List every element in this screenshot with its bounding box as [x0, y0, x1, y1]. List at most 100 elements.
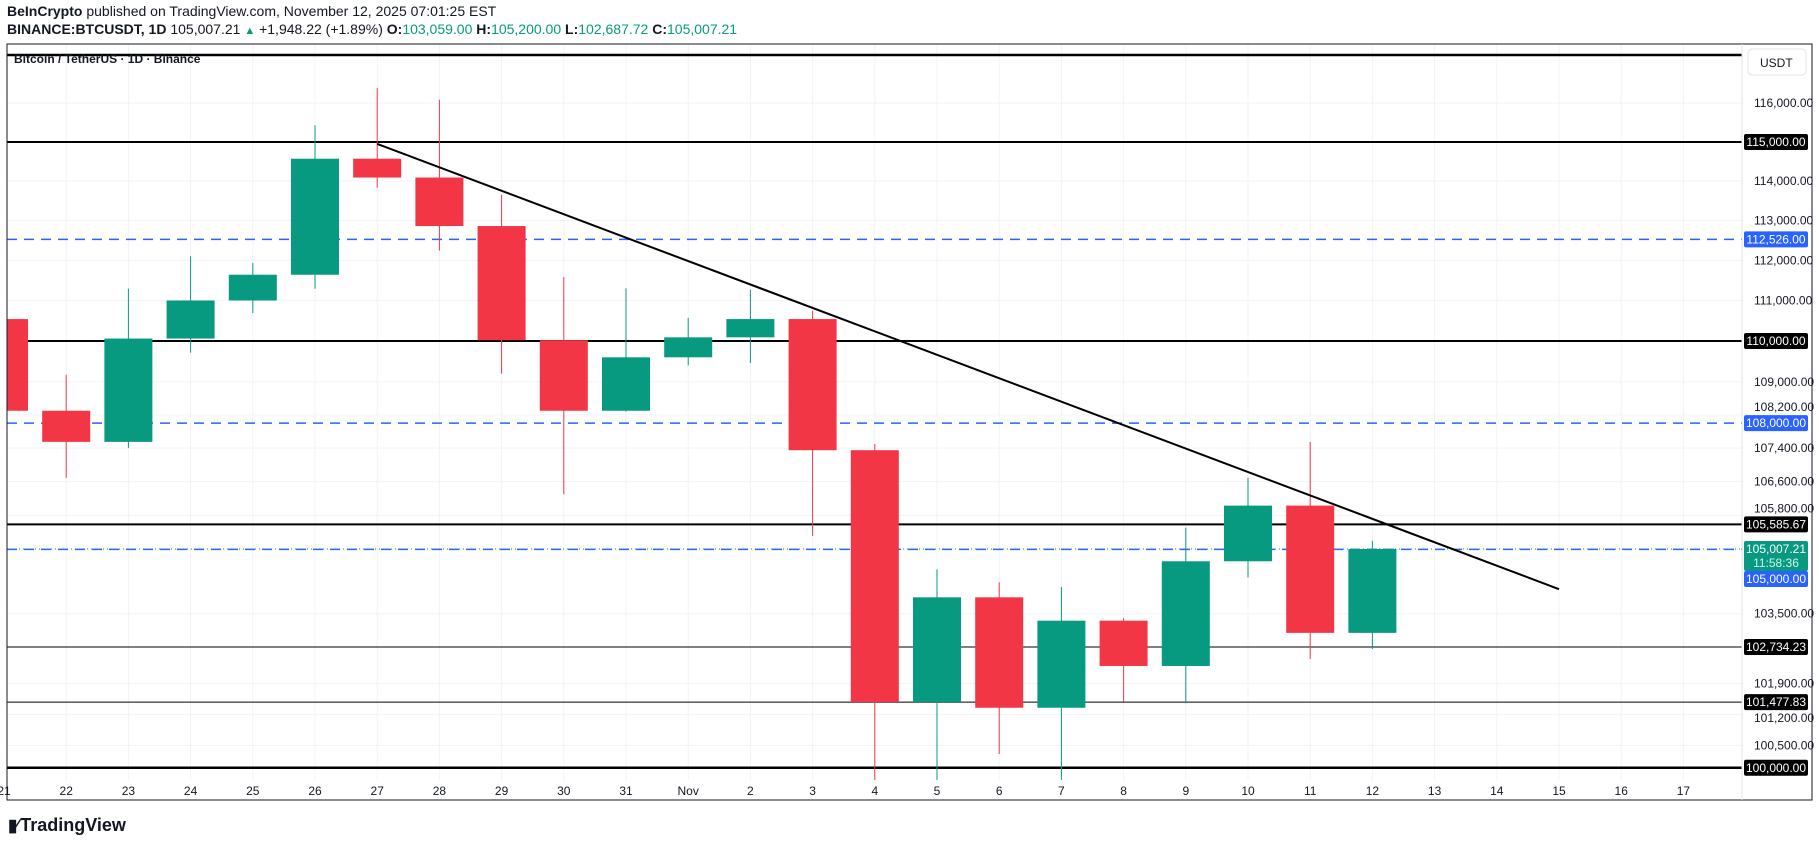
trendline — [376, 142, 1560, 591]
footer-brand: TradingView — [20, 815, 126, 835]
y-tick-label: 107,400.00 — [1754, 441, 1814, 455]
level-price-label: 102,734.23 — [1746, 640, 1806, 654]
level-price-badge — [1744, 333, 1808, 349]
high-label: H: — [476, 21, 492, 37]
bar-countdown: 11:58:36 — [1753, 556, 1799, 570]
symbol-legend: BINANCE:BTCUSDT, 1D 105,007.21 ▲ +1,948.… — [7, 21, 737, 37]
y-tick-label: 100,500.00 — [1754, 738, 1814, 752]
last-price: 105,007.21 — [170, 21, 241, 37]
level-price-label: 101,477.83 — [1746, 695, 1806, 709]
level-price-label: 112,526.00 — [1746, 232, 1805, 246]
candle-body — [415, 177, 464, 227]
current-price-label: 105,007.21 — [1746, 542, 1806, 556]
x-tick-label: 9 — [1182, 784, 1189, 798]
level-price-label: 115,000.00 — [1746, 135, 1805, 149]
candle-body — [1037, 620, 1086, 708]
level-price-label: 108,000.00 — [1746, 416, 1806, 430]
candle-body — [7, 319, 28, 411]
y-tick-label: 114,000.00 — [1754, 174, 1813, 188]
candle-body — [104, 338, 153, 442]
y-tick-label: 113,000.00 — [1754, 214, 1813, 228]
x-tick-label: 30 — [557, 784, 571, 798]
candle-body — [1161, 561, 1210, 666]
candle-body — [228, 274, 277, 301]
high-value: 105,200.00 — [491, 21, 562, 37]
open-value: 103,059.00 — [402, 21, 473, 37]
level-price-badge — [1744, 759, 1808, 776]
candle-body — [42, 410, 91, 442]
y-tick-label: 106,600.00 — [1754, 475, 1814, 489]
publisher: BeInCrypto — [7, 3, 83, 19]
candle-body — [850, 450, 899, 703]
candle-body — [664, 337, 713, 358]
candle-body — [1286, 505, 1335, 633]
x-tick-label: 8 — [1120, 784, 1127, 798]
currency-label: USDT — [1760, 56, 1793, 70]
y-tick-label: 108,200.00 — [1754, 400, 1814, 414]
level-price-badge — [1744, 415, 1808, 432]
x-tick-label: 27 — [371, 784, 385, 798]
x-tick-label: 31 — [619, 784, 633, 798]
x-tick-label: 7 — [1058, 784, 1065, 798]
up-triangle-icon: ▲ — [244, 25, 256, 37]
candle-body — [166, 300, 215, 339]
low-label: L: — [565, 21, 579, 37]
candle-body — [477, 226, 526, 341]
candle-body — [1224, 505, 1272, 562]
current-price-badge — [1744, 541, 1808, 572]
y-tick-label: 101,200.00 — [1754, 711, 1814, 725]
candle-body — [291, 158, 339, 275]
level-price-badge — [1744, 516, 1808, 533]
x-tick-label: 10 — [1241, 784, 1255, 798]
x-tick-label: 5 — [934, 784, 941, 798]
level-price-badge — [1744, 231, 1808, 248]
level-price-badge — [1744, 133, 1808, 150]
y-tick-label: 111,000.00 — [1754, 293, 1813, 307]
x-tick-label: 23 — [122, 784, 136, 798]
publish-info: BeInCrypto published on TradingView.com,… — [7, 3, 496, 19]
x-tick-label: 25 — [246, 784, 260, 798]
level-price-label: 110,000.00 — [1746, 334, 1805, 348]
published-text: published on TradingView.com, November 1… — [86, 3, 497, 19]
chart-title: Bitcoin / TetherUS · 1D · Binance — [14, 52, 201, 66]
x-tick-label: 2 — [747, 784, 754, 798]
currency-button[interactable] — [1747, 48, 1807, 76]
x-tick-label: Nov — [678, 784, 699, 798]
x-tick-label: 28 — [433, 784, 447, 798]
level-price-badge — [1744, 571, 1808, 588]
y-tick-label: 116,000.00 — [1754, 96, 1813, 110]
candle-body — [539, 340, 588, 411]
y-tick-label: 112,000.00 — [1754, 253, 1813, 267]
x-tick-label: 16 — [1615, 784, 1629, 798]
change: +1,948.22 (+1.89%) — [259, 21, 383, 37]
chart-frame — [6, 43, 1813, 801]
x-tick-label: 21 — [0, 784, 11, 798]
x-tick-label: 17 — [1677, 784, 1691, 798]
y-tick-label: 105,800.00 — [1754, 501, 1814, 515]
close-value: 105,007.21 — [667, 21, 738, 37]
y-tick-label: 103,500.00 — [1754, 607, 1814, 621]
x-tick-label: 3 — [809, 784, 816, 798]
x-tick-label: 29 — [495, 784, 509, 798]
level-price-badge — [1744, 639, 1808, 656]
level-price-label: 105,000.00 — [1746, 572, 1806, 586]
candle-body — [975, 597, 1024, 708]
candle-body — [788, 319, 837, 451]
tradingview-logo: ▮⁄ TradingView — [8, 815, 126, 836]
x-tick-label: 13 — [1428, 784, 1442, 798]
low-value: 102,687.72 — [578, 21, 649, 37]
level-price-label: 105,585.67 — [1746, 517, 1806, 531]
x-tick-label: 6 — [996, 784, 1003, 798]
x-tick-label: 26 — [308, 784, 322, 798]
candle-body — [1099, 620, 1148, 666]
x-tick-label: 11 — [1304, 784, 1317, 798]
y-tick-label: 109,000.00 — [1754, 375, 1814, 389]
close-label: C: — [652, 21, 667, 37]
candle-body — [602, 357, 650, 411]
candle-body — [353, 158, 402, 178]
x-tick-label: 24 — [184, 784, 198, 798]
candle-body — [1348, 549, 1397, 633]
candle-body — [913, 597, 961, 703]
x-tick-label: 15 — [1552, 784, 1566, 798]
